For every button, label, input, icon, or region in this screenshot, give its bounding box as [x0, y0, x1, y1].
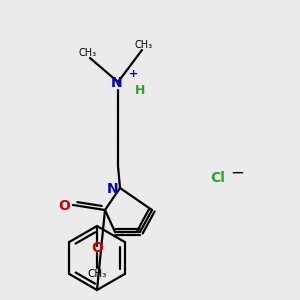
Text: N: N [111, 76, 123, 90]
Text: Cl: Cl [211, 171, 225, 185]
Text: CH₃: CH₃ [135, 40, 153, 50]
Text: O: O [58, 199, 70, 213]
Text: CH₃: CH₃ [79, 48, 97, 58]
Text: +: + [129, 69, 139, 79]
Text: H: H [135, 83, 145, 97]
Text: O: O [91, 241, 103, 255]
Text: N: N [107, 182, 119, 196]
Text: −: − [230, 164, 244, 182]
Text: CH₃: CH₃ [87, 269, 106, 279]
